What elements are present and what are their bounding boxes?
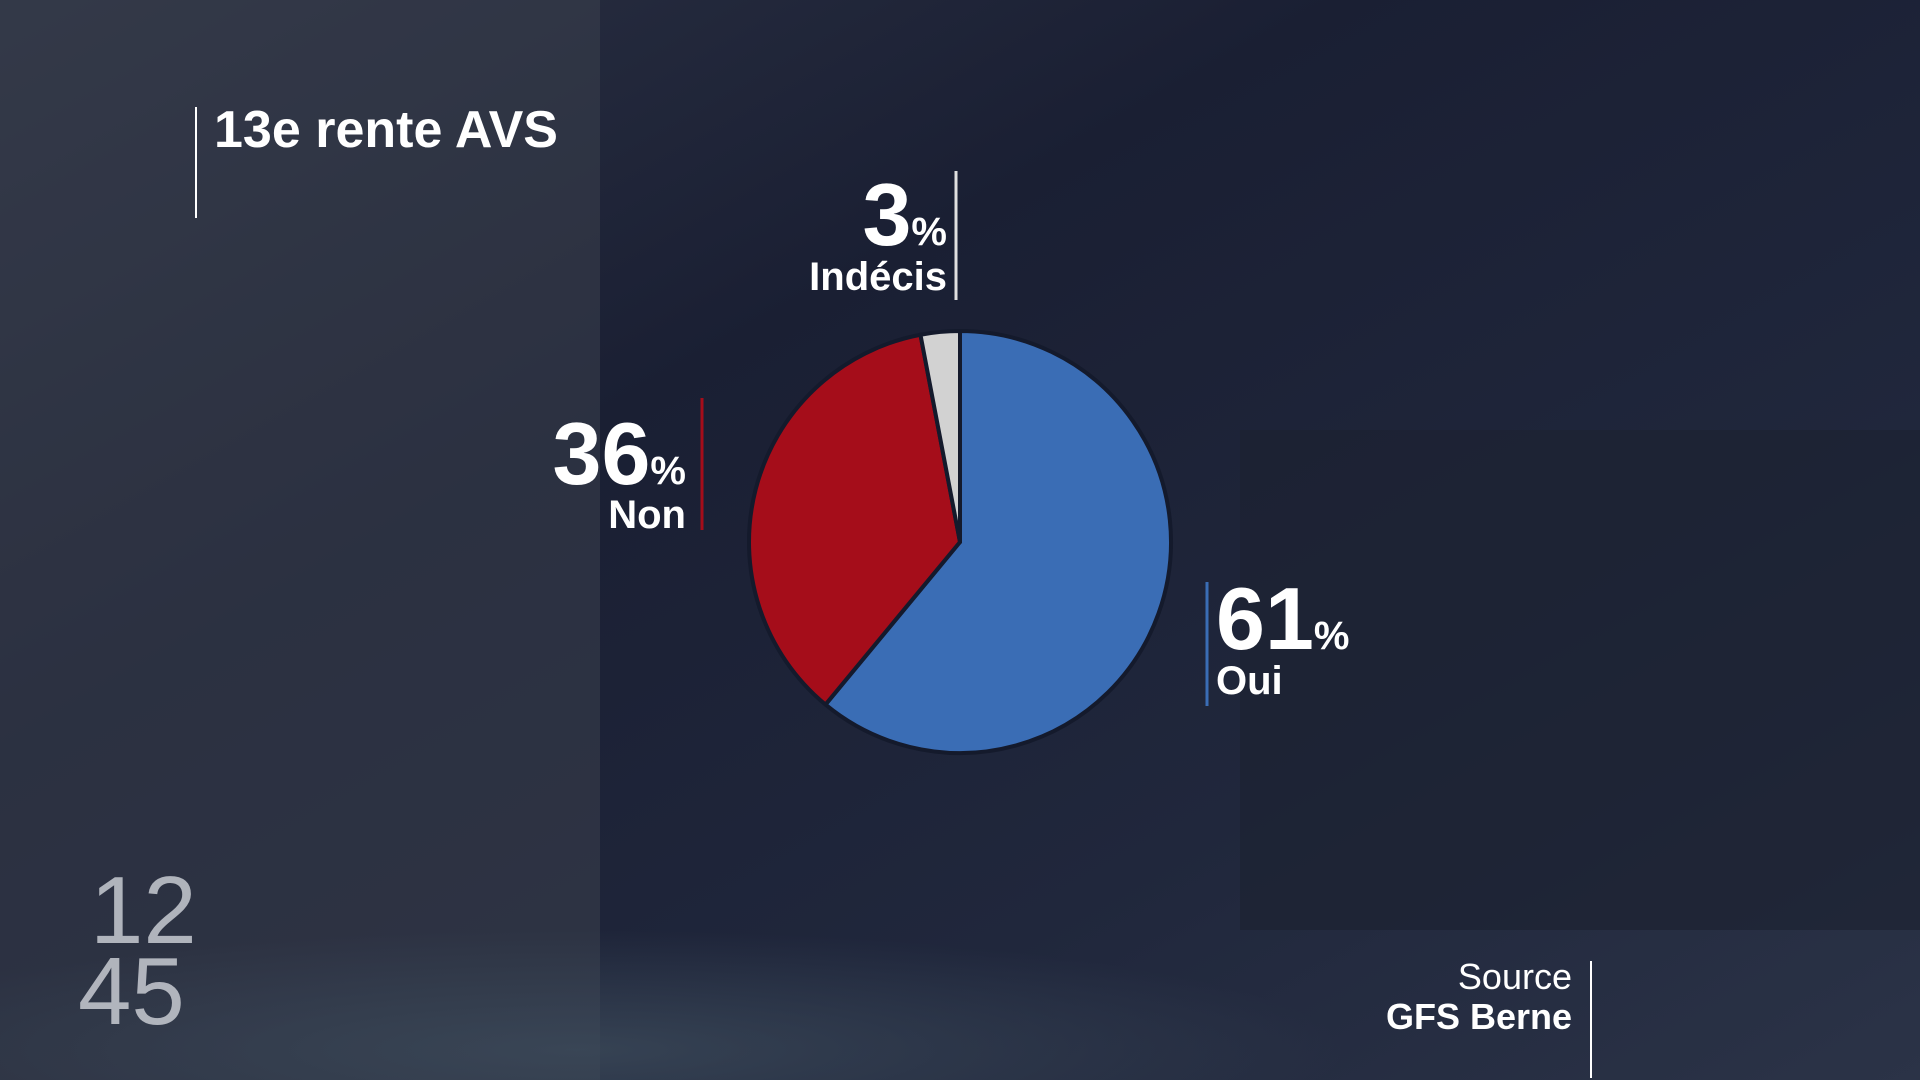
chart-title: 13e rente AVS — [214, 101, 558, 159]
value-number: 61 — [1216, 569, 1314, 668]
value-label: 3% — [862, 165, 947, 264]
value-unit: % — [1314, 614, 1350, 658]
value-unit: % — [911, 210, 947, 254]
pie-slice — [918, 329, 962, 544]
value-label: 36% — [553, 404, 686, 503]
value-number: 3 — [862, 165, 911, 264]
logo-top: 12 — [90, 857, 197, 964]
value-unit: % — [650, 449, 686, 493]
slice-name: Non — [608, 493, 686, 537]
pie-slice — [747, 332, 962, 707]
source-label: Source — [1458, 956, 1572, 997]
source-name: GFS Berne — [1386, 996, 1572, 1037]
pie-slice — [823, 329, 1173, 755]
value-number: 36 — [553, 404, 651, 503]
slice-name: Oui — [1216, 659, 1283, 703]
value-label: 61% — [1216, 569, 1349, 668]
logo-bottom: 45 — [78, 938, 185, 1045]
background-glow — [0, 780, 1920, 1080]
slice-name: Indécis — [809, 255, 947, 299]
pie — [747, 329, 1173, 755]
